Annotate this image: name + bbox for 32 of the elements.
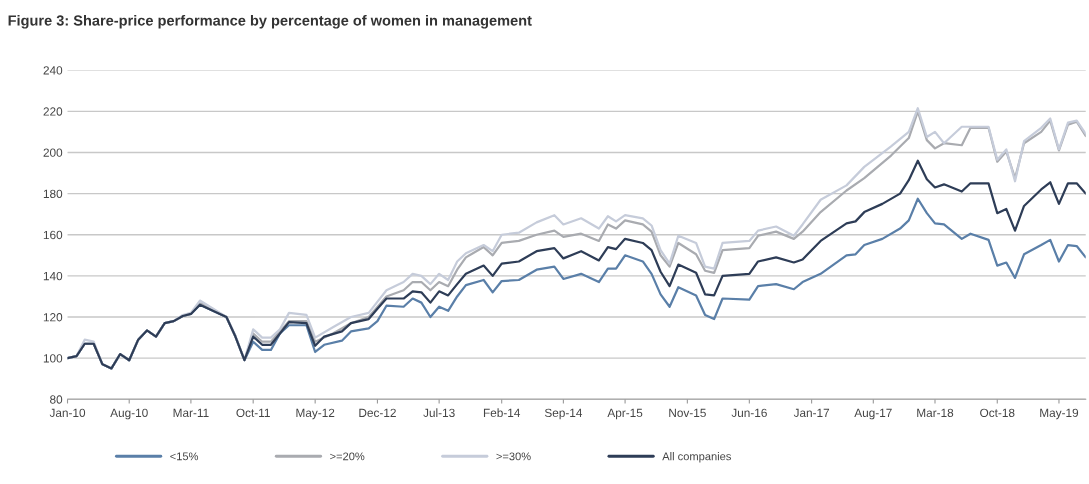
- x-tick-label: Jan-17: [793, 408, 830, 417]
- x-tick-label: May-12: [296, 408, 335, 420]
- x-tick-label: Sep-14: [544, 408, 583, 420]
- x-tick-label: Dec-12: [359, 408, 396, 417]
- legend-label: All companies: [662, 452, 731, 463]
- x-tick-label: Apr-15: [607, 408, 643, 420]
- x-tick-label: Oct-18: [980, 408, 1015, 417]
- y-tick-label: 160: [43, 230, 63, 240]
- x-tick-label: Nov-15: [669, 408, 706, 417]
- x-tick-label: Aug-17: [854, 408, 892, 420]
- y-tick-label: 180: [43, 189, 63, 198]
- x-tick-label: Jan-10: [49, 408, 86, 417]
- x-tick-label: Aug-10: [110, 408, 148, 420]
- y-tick-label: 240: [43, 66, 63, 75]
- x-tick-label: Jun-16: [731, 408, 767, 417]
- legend-label: >=30%: [496, 452, 531, 461]
- y-tick-label: 220: [43, 107, 63, 116]
- legend-label: >=20%: [330, 452, 365, 461]
- line-series: [67, 159, 1086, 370]
- y-tick-label: 200: [43, 148, 63, 157]
- legend-label: <15%: [170, 452, 199, 461]
- y-tick-label: 140: [43, 271, 63, 281]
- y-tick-label: 80: [50, 395, 63, 404]
- x-tick-label: Feb-14: [483, 408, 521, 417]
- x-tick-label: Oct-11: [236, 408, 270, 417]
- chart-title: Figure 3: Share-price performance by percentage of women in management: [8, 14, 532, 29]
- y-tick-label: 120: [43, 313, 63, 322]
- x-tick-label: Mar-11: [173, 408, 209, 417]
- x-tick-label: Mar-18: [917, 408, 954, 417]
- x-tick-label: May-19: [1040, 408, 1079, 420]
- y-tick-label: 100: [43, 354, 63, 363]
- x-tick-label: Jul-13: [423, 408, 455, 417]
